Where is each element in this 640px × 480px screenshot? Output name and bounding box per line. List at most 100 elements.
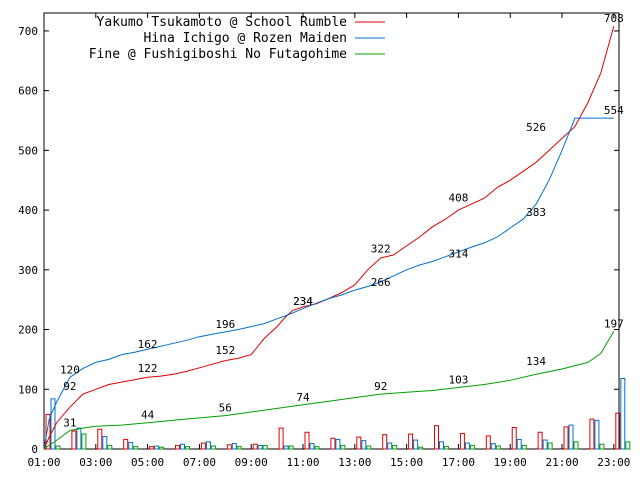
data-label: 56 <box>219 402 232 415</box>
data-label: 44 <box>141 409 155 422</box>
bar-2 <box>128 441 134 450</box>
x-tick-label: 19:00 <box>494 456 527 469</box>
data-label: 266 <box>371 276 391 289</box>
y-tick-label: 300 <box>18 264 38 277</box>
data-label: 234 <box>293 295 313 308</box>
data-label: 92 <box>63 380 76 393</box>
bar-3 <box>444 446 450 450</box>
data-label: 120 <box>60 363 80 376</box>
data-label: 74 <box>296 391 310 404</box>
bar-3 <box>340 444 346 450</box>
data-label: 103 <box>448 373 468 386</box>
bar-3 <box>185 446 191 450</box>
x-tick-label: 07:00 <box>183 456 216 469</box>
series-line-3 <box>43 331 615 450</box>
bar-1 <box>330 437 336 450</box>
x-tick-label: 17:00 <box>442 456 475 469</box>
data-label: 197 <box>604 317 624 330</box>
series-line-1 <box>43 25 615 450</box>
bar-3 <box>288 445 294 450</box>
bar-1 <box>382 434 388 450</box>
series-lines <box>43 25 615 450</box>
data-label: 322 <box>371 243 391 256</box>
y-tick-label: 600 <box>18 85 38 98</box>
bar-2 <box>439 441 445 450</box>
data-label: 526 <box>526 121 546 134</box>
data-label: 708 <box>604 12 624 25</box>
data-label: 408 <box>448 191 468 204</box>
bar-2 <box>413 439 419 450</box>
bar-2 <box>594 419 600 450</box>
bar-1 <box>278 427 284 450</box>
bar-3 <box>573 441 579 450</box>
y-tick-label: 400 <box>18 204 38 217</box>
bar-3 <box>133 446 139 450</box>
x-tick-label: 23:00 <box>597 456 630 469</box>
bar-2 <box>516 438 522 450</box>
bar-3 <box>418 446 424 450</box>
bar-3 <box>521 444 527 450</box>
bar-3 <box>366 445 372 450</box>
data-label: 162 <box>138 338 158 351</box>
bar-2 <box>231 443 237 450</box>
x-tick-label: 09:00 <box>235 456 268 469</box>
series-line-2 <box>43 117 614 450</box>
bar-2 <box>490 443 496 450</box>
data-label: 196 <box>215 318 235 331</box>
plot-frame <box>43 12 620 450</box>
bar-1 <box>45 413 51 450</box>
bar-1 <box>304 431 310 450</box>
y-tick-label: 200 <box>18 324 38 337</box>
bar-1 <box>71 430 77 450</box>
bar-1 <box>252 443 258 450</box>
data-label: 554 <box>604 104 624 117</box>
bar-1 <box>226 444 232 450</box>
bar-2 <box>50 398 56 450</box>
x-tick-label: 11:00 <box>286 456 319 469</box>
x-tick-label: 03:00 <box>79 456 112 469</box>
bar-3 <box>625 441 631 450</box>
bar-1 <box>511 426 517 450</box>
data-labels: 9212215223432240852670812016219623426631… <box>60 12 624 429</box>
y-tick-label: 100 <box>18 383 38 396</box>
legend-label-2: Hina Ichigo @ Rozen Maiden <box>144 31 348 46</box>
bar-2 <box>180 443 186 450</box>
x-tick-label: 01:00 <box>27 456 60 469</box>
bar-1 <box>175 444 181 450</box>
bar-2 <box>542 439 548 450</box>
bar-2 <box>620 378 626 450</box>
bar-2 <box>387 442 393 450</box>
bar-1 <box>615 412 621 450</box>
bar-1 <box>408 433 414 450</box>
bar-2 <box>309 443 315 450</box>
y-tick-label: 700 <box>18 25 38 38</box>
bar-3 <box>81 433 87 450</box>
bar-3 <box>599 443 605 450</box>
x-tick-label: 05:00 <box>131 456 164 469</box>
data-label: 92 <box>374 380 387 393</box>
bar-3 <box>392 444 398 450</box>
data-label: 234 <box>293 295 313 308</box>
bar-1 <box>149 446 155 450</box>
bar-2 <box>102 435 108 450</box>
bar-1 <box>589 418 595 450</box>
bar-2 <box>257 444 263 450</box>
data-label: 122 <box>138 362 158 375</box>
x-tick-label: 15:00 <box>390 456 423 469</box>
axes: 0 100 200 300 400 500 600 700 01:00 03:00 05:00 07:… <box>18 12 630 469</box>
bar-2 <box>283 445 289 450</box>
bar-2 <box>568 424 574 450</box>
bar-2 <box>205 441 211 450</box>
bar-3 <box>210 445 216 450</box>
data-label: 152 <box>215 344 235 357</box>
bar-2 <box>76 427 82 450</box>
y-tick-label: 0 <box>31 443 38 456</box>
bar-3 <box>236 446 242 450</box>
legend-label-1: Yakumo Tsukamoto @ School Rumble <box>97 15 348 30</box>
data-label: 134 <box>526 355 546 368</box>
bar-1 <box>563 426 569 450</box>
bar-3 <box>55 445 61 450</box>
bar-3 <box>314 446 320 450</box>
